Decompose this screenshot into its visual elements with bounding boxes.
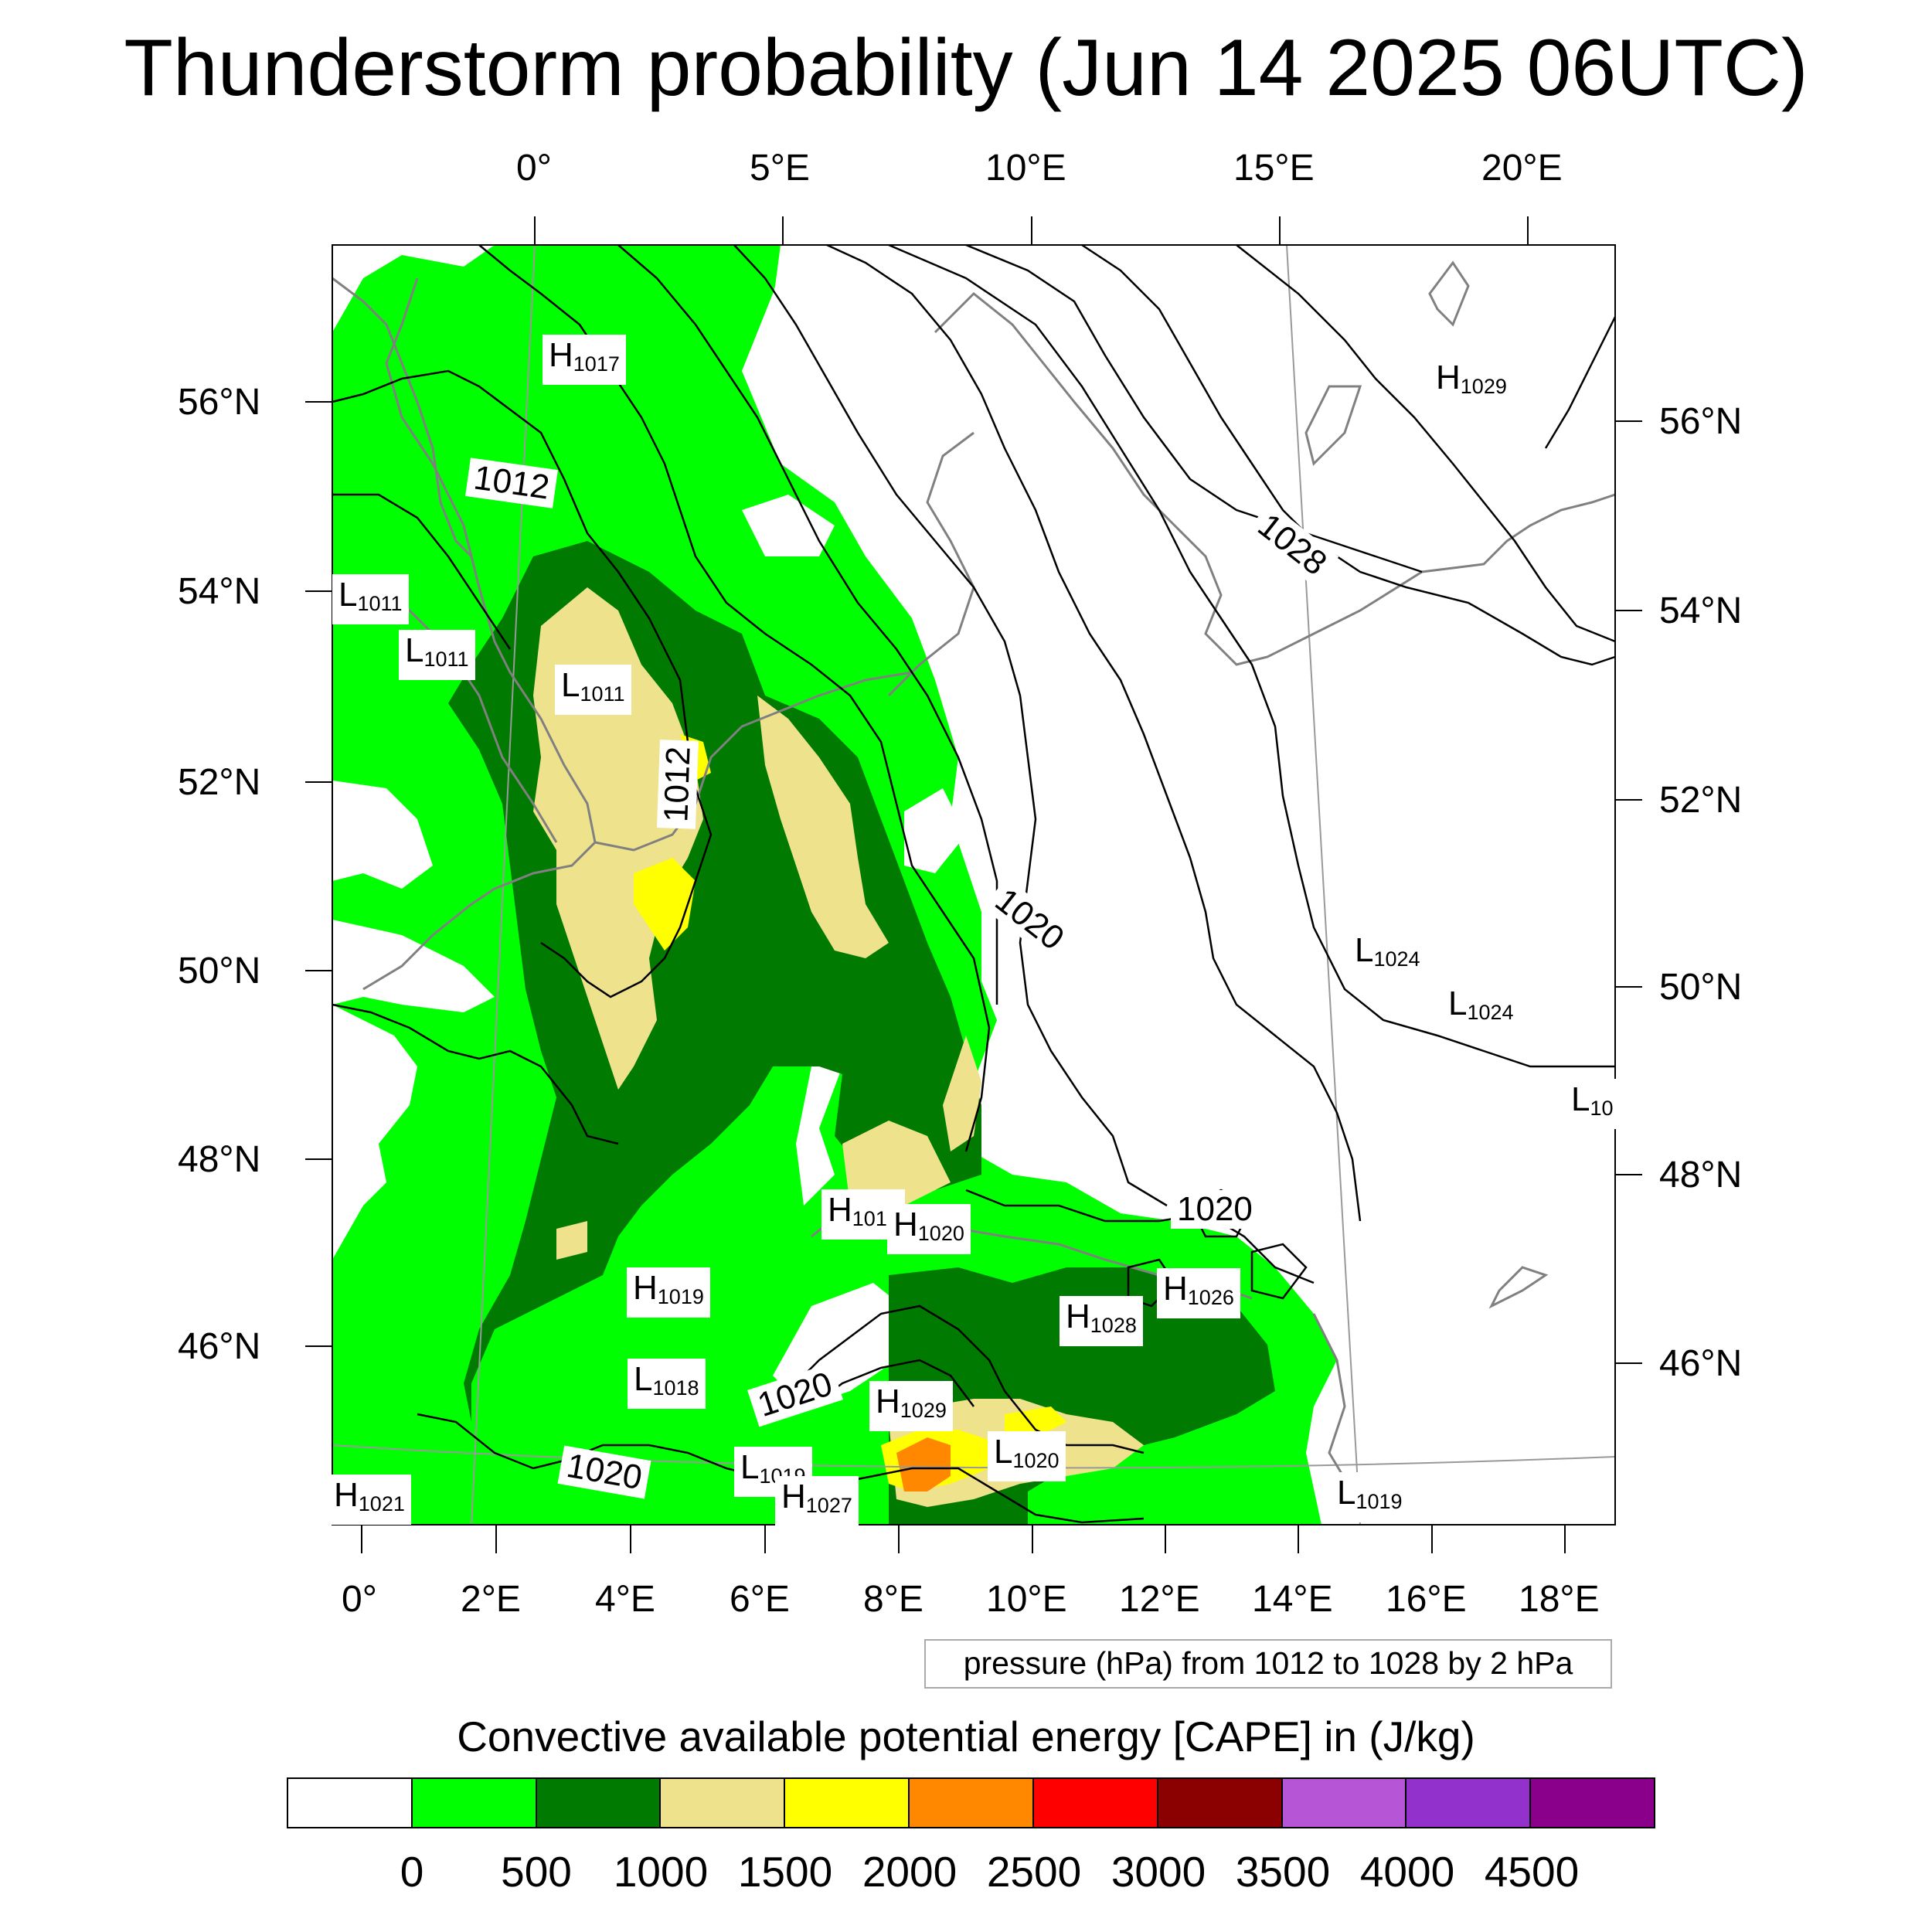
pressure-contour-note: pressure (hPa) from 1012 to 1028 by 2 hP… [924, 1639, 1612, 1689]
cape-gap [742, 495, 835, 556]
cape-region-yellow [1005, 1406, 1066, 1437]
colorbar-swatch [1531, 1779, 1654, 1827]
cape-region-khaki [842, 1121, 951, 1206]
colorbar [287, 1777, 1655, 1828]
bottom-ticks [361, 1525, 1566, 1553]
pressure-center-label: H1021 [328, 1475, 411, 1525]
bottom-lon-label: 16°E [1386, 1579, 1467, 1620]
left-ticks [305, 401, 332, 1347]
right-lat-label: 50°N [1659, 967, 1743, 1008]
bottom-lon-label: 8°E [863, 1579, 923, 1620]
colorbar-swatch [661, 1779, 786, 1827]
cape-field [332, 245, 1615, 1525]
left-lat-label: 46°N [178, 1326, 261, 1367]
pressure-center-label: H1019 [627, 1267, 710, 1318]
bottom-lon-label: 14°E [1252, 1579, 1333, 1620]
pressure-center-label: L1011 [332, 574, 409, 624]
cape-region-khaki [757, 696, 889, 958]
cape-gap [332, 781, 433, 889]
pressure-center-label: H1029 [869, 1381, 953, 1431]
colorbar-tick-label: 2000 [862, 1848, 957, 1896]
pressure-center-label: L1024 [1442, 983, 1520, 1033]
right-lat-label: 52°N [1659, 780, 1743, 821]
pressure-center-label: H1029 [1430, 357, 1513, 407]
isobar-label: 1020 [1171, 1190, 1259, 1229]
colorbar-swatch [910, 1779, 1034, 1827]
right-lat-label: 56°N [1659, 401, 1743, 442]
colorbar-tick-label: 2500 [986, 1848, 1082, 1896]
cape-gap [332, 920, 495, 1012]
colorbar-tick-label: 4500 [1484, 1848, 1580, 1896]
pressure-center-label: H1017 [543, 335, 626, 385]
colorbar-swatch [288, 1779, 413, 1827]
bottom-lon-label: 6°E [730, 1579, 790, 1620]
pressure-center-label: L1011 [399, 630, 475, 680]
pressure-center-label: L1019 [1331, 1472, 1409, 1522]
bottom-lon-label: 2°E [461, 1579, 521, 1620]
pressure-center-label: L10 [1565, 1079, 1620, 1129]
colorbar-tick-label: 1500 [737, 1848, 833, 1896]
right-lat-label: 46°N [1659, 1343, 1743, 1384]
right-ticks [1615, 420, 1642, 1364]
cape-region-orange [896, 1437, 951, 1492]
left-lat-label: 50°N [178, 951, 261, 992]
left-lat-label: 48°N [178, 1139, 261, 1180]
chart-title: Thunderstorm probability (Jun 14 2025 06… [124, 23, 1808, 113]
colorbar-tick-label: 1000 [613, 1848, 709, 1896]
top-lon-label: 15°E [1233, 148, 1315, 189]
pressure-center-label: L1011 [555, 665, 631, 715]
colorbar-swatch [1406, 1779, 1532, 1827]
bottom-lon-label: 18°E [1519, 1579, 1600, 1620]
colorbar-tick-label: 3500 [1235, 1848, 1331, 1896]
colorbar-tick-label: 0 [400, 1848, 424, 1896]
bottom-lon-label: 10°E [986, 1579, 1067, 1620]
isobars [332, 243, 1617, 1524]
isobar-label: 1012 [656, 740, 699, 829]
pressure-center-label: L1020 [988, 1431, 1066, 1481]
pressure-center-label: H1020 [887, 1204, 971, 1254]
cape-region-khaki [556, 1221, 587, 1260]
colorbar-swatch [1158, 1779, 1283, 1827]
colorbar-swatch [785, 1779, 910, 1827]
top-lon-label: 10°E [985, 148, 1066, 189]
colorbar-tick-label: 3000 [1111, 1848, 1206, 1896]
bottom-lon-label: 4°E [595, 1579, 655, 1620]
colorbar-swatch [412, 1779, 537, 1827]
left-lat-label: 52°N [178, 762, 261, 803]
pressure-center-label: L1018 [628, 1359, 706, 1409]
right-lat-label: 54°N [1659, 590, 1743, 631]
cape-region-khaki [943, 1036, 981, 1151]
top-lon-label: 5°E [750, 148, 810, 189]
colorbar-tick-label: 4000 [1359, 1848, 1455, 1896]
bottom-lon-label: 12°E [1119, 1579, 1200, 1620]
colorbar-swatch [536, 1779, 662, 1827]
pressure-center-label: L1024 [1349, 930, 1427, 980]
colorbar-swatch [1033, 1779, 1158, 1827]
colorbar-swatch [1282, 1779, 1407, 1827]
top-lon-label: 20°E [1481, 148, 1563, 189]
cape-gap [765, 245, 850, 371]
colorbar-title: Convective available potential energy [C… [457, 1713, 1475, 1760]
left-lat-label: 54°N [178, 571, 261, 612]
top-lon-label: 0° [516, 148, 552, 189]
pressure-center-label: H1026 [1157, 1268, 1240, 1318]
bottom-lon-label: 0° [342, 1579, 377, 1620]
colorbar-tick-label: 500 [501, 1848, 572, 1896]
left-lat-label: 56°N [178, 382, 261, 423]
right-lat-label: 48°N [1659, 1155, 1743, 1196]
cape-gap [904, 788, 966, 873]
top-ticks [534, 216, 1529, 245]
pressure-center-label: H1027 [775, 1476, 859, 1526]
pressure-center-label: H1028 [1060, 1296, 1143, 1346]
plot-frame [332, 244, 1616, 1526]
